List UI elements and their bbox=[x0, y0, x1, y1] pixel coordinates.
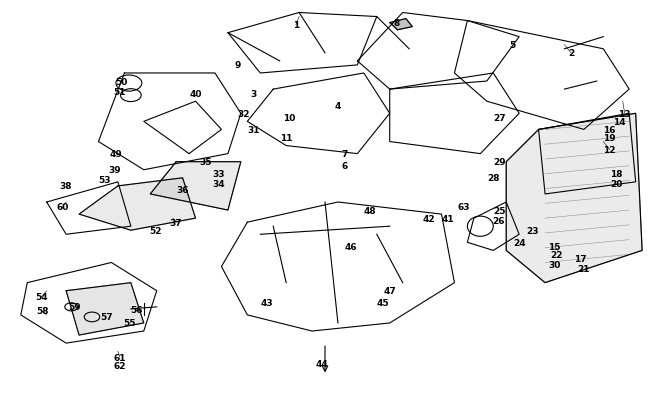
Text: 29: 29 bbox=[493, 158, 506, 167]
Text: 51: 51 bbox=[114, 88, 126, 97]
Text: 2: 2 bbox=[568, 49, 574, 58]
Text: 47: 47 bbox=[384, 286, 396, 296]
Text: 20: 20 bbox=[610, 180, 623, 189]
Text: 62: 62 bbox=[114, 361, 126, 370]
Text: 33: 33 bbox=[212, 170, 224, 179]
Text: 28: 28 bbox=[487, 174, 500, 183]
Text: 3: 3 bbox=[251, 90, 257, 98]
Text: 16: 16 bbox=[604, 126, 616, 134]
Text: 14: 14 bbox=[613, 117, 626, 126]
Text: 40: 40 bbox=[189, 90, 202, 98]
Text: 32: 32 bbox=[238, 109, 250, 119]
Polygon shape bbox=[150, 162, 241, 211]
Text: 18: 18 bbox=[610, 170, 623, 179]
Text: 57: 57 bbox=[101, 313, 113, 322]
Text: 38: 38 bbox=[60, 182, 72, 191]
Text: 23: 23 bbox=[526, 226, 538, 235]
Text: 36: 36 bbox=[176, 186, 189, 195]
Text: 45: 45 bbox=[377, 298, 389, 307]
Text: 10: 10 bbox=[283, 113, 296, 123]
Text: 30: 30 bbox=[549, 260, 561, 269]
Text: 61: 61 bbox=[114, 353, 126, 362]
Polygon shape bbox=[390, 19, 412, 31]
Text: 42: 42 bbox=[422, 214, 435, 223]
Text: 34: 34 bbox=[212, 180, 224, 189]
Text: 59: 59 bbox=[68, 303, 81, 311]
Text: 39: 39 bbox=[109, 166, 121, 175]
Text: 60: 60 bbox=[57, 202, 69, 211]
Text: 35: 35 bbox=[199, 158, 211, 167]
Text: 55: 55 bbox=[124, 319, 136, 328]
Text: 56: 56 bbox=[130, 305, 142, 314]
Text: 7: 7 bbox=[341, 150, 348, 159]
Text: 49: 49 bbox=[110, 150, 122, 159]
Text: 17: 17 bbox=[575, 254, 587, 263]
Text: 26: 26 bbox=[492, 216, 504, 225]
Text: 25: 25 bbox=[493, 206, 506, 215]
Text: 19: 19 bbox=[603, 134, 616, 143]
Text: 5: 5 bbox=[510, 41, 516, 50]
Text: 41: 41 bbox=[441, 214, 454, 223]
Text: 13: 13 bbox=[618, 109, 631, 119]
Text: 53: 53 bbox=[99, 176, 111, 185]
Text: 48: 48 bbox=[364, 206, 376, 215]
Text: 46: 46 bbox=[344, 242, 358, 251]
Text: 44: 44 bbox=[315, 359, 328, 368]
Text: 12: 12 bbox=[604, 146, 616, 155]
Text: 63: 63 bbox=[458, 202, 471, 211]
Text: 15: 15 bbox=[549, 242, 561, 251]
Text: 54: 54 bbox=[35, 292, 48, 301]
Text: 11: 11 bbox=[280, 134, 292, 143]
Text: 43: 43 bbox=[261, 298, 273, 307]
Text: 6: 6 bbox=[341, 162, 348, 171]
Text: 27: 27 bbox=[493, 113, 506, 123]
Text: 4: 4 bbox=[335, 102, 341, 111]
Text: 8: 8 bbox=[393, 19, 399, 28]
Text: 58: 58 bbox=[36, 307, 48, 315]
Polygon shape bbox=[79, 178, 196, 231]
Text: 52: 52 bbox=[150, 226, 162, 235]
Text: 24: 24 bbox=[513, 238, 525, 247]
Text: 1: 1 bbox=[292, 21, 299, 30]
Text: 9: 9 bbox=[235, 61, 240, 70]
Text: 37: 37 bbox=[170, 218, 183, 227]
Text: 22: 22 bbox=[550, 250, 562, 259]
Text: 21: 21 bbox=[578, 264, 590, 273]
Text: 50: 50 bbox=[115, 77, 127, 86]
Polygon shape bbox=[66, 283, 144, 335]
Text: 31: 31 bbox=[248, 126, 260, 134]
Polygon shape bbox=[506, 114, 642, 283]
